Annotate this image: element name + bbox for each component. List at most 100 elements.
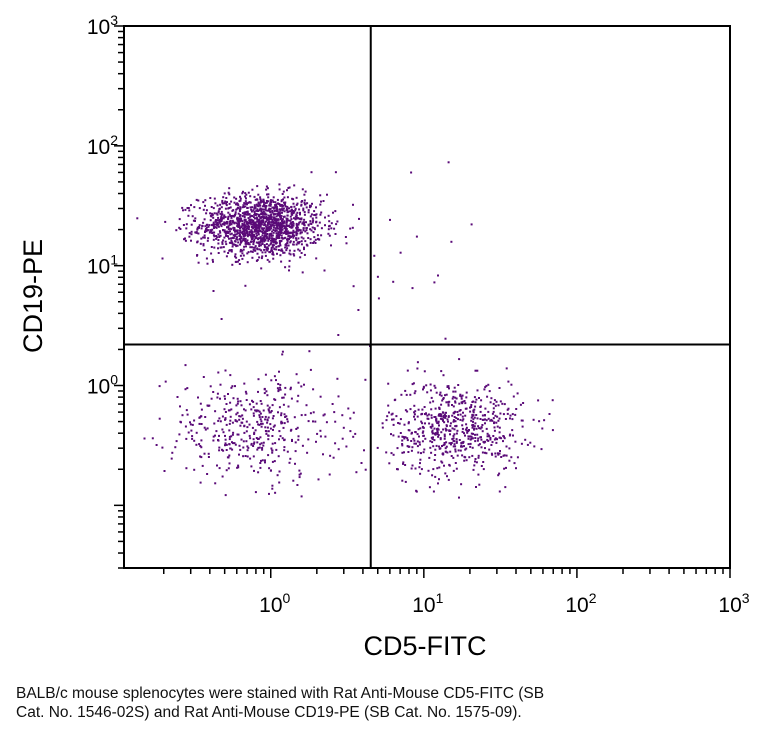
event-dot bbox=[182, 209, 184, 212]
event-dot bbox=[319, 429, 322, 432]
event-dot bbox=[235, 260, 238, 263]
event-dot bbox=[189, 421, 191, 424]
event-dot bbox=[495, 441, 498, 444]
event-dot bbox=[249, 457, 252, 460]
event-dot bbox=[212, 439, 215, 442]
event-dot bbox=[280, 199, 283, 202]
event-dot bbox=[439, 437, 442, 440]
plot-frame bbox=[123, 25, 731, 569]
event-dot bbox=[484, 447, 486, 450]
event-dot bbox=[198, 416, 201, 419]
event-dot bbox=[251, 250, 254, 253]
event-dot bbox=[243, 238, 246, 241]
event-dot bbox=[435, 444, 438, 447]
event-dot bbox=[244, 224, 247, 227]
event-dot bbox=[229, 374, 232, 377]
event-dot bbox=[262, 409, 265, 412]
event-dot bbox=[455, 417, 458, 420]
event-dot bbox=[493, 422, 495, 425]
event-dot bbox=[256, 420, 259, 423]
event-dot bbox=[302, 237, 305, 240]
event-dot bbox=[272, 224, 275, 227]
event-dot bbox=[261, 232, 264, 235]
event-dot bbox=[278, 226, 281, 229]
event-dot bbox=[455, 467, 458, 470]
event-dot bbox=[478, 427, 481, 430]
event-dot bbox=[267, 434, 270, 437]
event-dot bbox=[503, 437, 506, 440]
event-dot bbox=[203, 218, 206, 221]
event-dot bbox=[299, 232, 302, 235]
event-dot bbox=[263, 392, 266, 395]
event-dot bbox=[474, 460, 476, 463]
event-dot bbox=[242, 248, 245, 251]
event-dot bbox=[292, 253, 295, 256]
event-dot bbox=[511, 418, 514, 421]
y-tick-label: 103 bbox=[87, 12, 118, 39]
event-dot bbox=[272, 220, 275, 223]
event-dot bbox=[190, 239, 192, 242]
event-dot bbox=[487, 383, 490, 386]
event-dot bbox=[279, 215, 281, 218]
event-dot bbox=[319, 435, 322, 438]
event-dot bbox=[300, 236, 303, 239]
event-dot bbox=[269, 427, 272, 430]
event-dot bbox=[488, 448, 491, 451]
event-dot bbox=[312, 219, 315, 222]
event-dot bbox=[235, 222, 238, 225]
event-dot bbox=[414, 410, 417, 413]
event-dot bbox=[224, 442, 227, 445]
event-dot bbox=[263, 245, 266, 248]
event-dot bbox=[271, 404, 274, 407]
event-dot bbox=[452, 439, 455, 442]
event-dot bbox=[242, 239, 245, 242]
event-dot bbox=[253, 226, 256, 229]
event-dot bbox=[278, 470, 281, 473]
event-dot bbox=[315, 216, 318, 219]
event-dot bbox=[217, 211, 220, 214]
event-dot bbox=[463, 459, 466, 462]
event-dot bbox=[289, 388, 292, 391]
event-dot bbox=[441, 399, 444, 402]
event-dot bbox=[284, 416, 287, 418]
event-dot bbox=[447, 401, 450, 404]
event-dot bbox=[291, 231, 294, 234]
event-dot bbox=[449, 450, 452, 453]
event-dot bbox=[301, 271, 304, 274]
event-dot bbox=[509, 414, 512, 417]
event-dot bbox=[198, 422, 201, 425]
event-dot bbox=[309, 241, 312, 244]
event-dot bbox=[279, 212, 282, 215]
event-dot bbox=[266, 237, 268, 240]
event-dot bbox=[548, 413, 551, 415]
event-dot bbox=[303, 211, 306, 214]
event-dot bbox=[474, 369, 477, 372]
event-dot bbox=[284, 266, 287, 269]
event-dot bbox=[484, 451, 486, 454]
event-dot bbox=[304, 203, 307, 206]
event-dot bbox=[220, 210, 223, 213]
event-dot bbox=[241, 230, 244, 233]
event-dot bbox=[421, 440, 424, 443]
event-dot bbox=[288, 238, 290, 241]
event-dot bbox=[437, 274, 439, 277]
event-dot bbox=[259, 201, 262, 204]
event-dot bbox=[217, 239, 220, 241]
event-dot bbox=[218, 230, 221, 233]
event-dot bbox=[252, 412, 255, 415]
event-dot bbox=[219, 203, 222, 206]
event-dot bbox=[429, 389, 432, 392]
event-dot bbox=[427, 469, 430, 472]
event-dot bbox=[306, 232, 309, 235]
event-dot bbox=[237, 241, 240, 244]
event-dot bbox=[224, 216, 227, 219]
event-dot bbox=[293, 416, 296, 419]
event-dot bbox=[514, 413, 517, 416]
event-dot bbox=[247, 251, 250, 254]
event-dot bbox=[262, 198, 265, 201]
event-dot bbox=[505, 466, 507, 469]
event-dot bbox=[256, 208, 259, 211]
event-dot bbox=[452, 395, 455, 398]
event-dot bbox=[281, 193, 284, 195]
event-dot bbox=[334, 420, 337, 423]
